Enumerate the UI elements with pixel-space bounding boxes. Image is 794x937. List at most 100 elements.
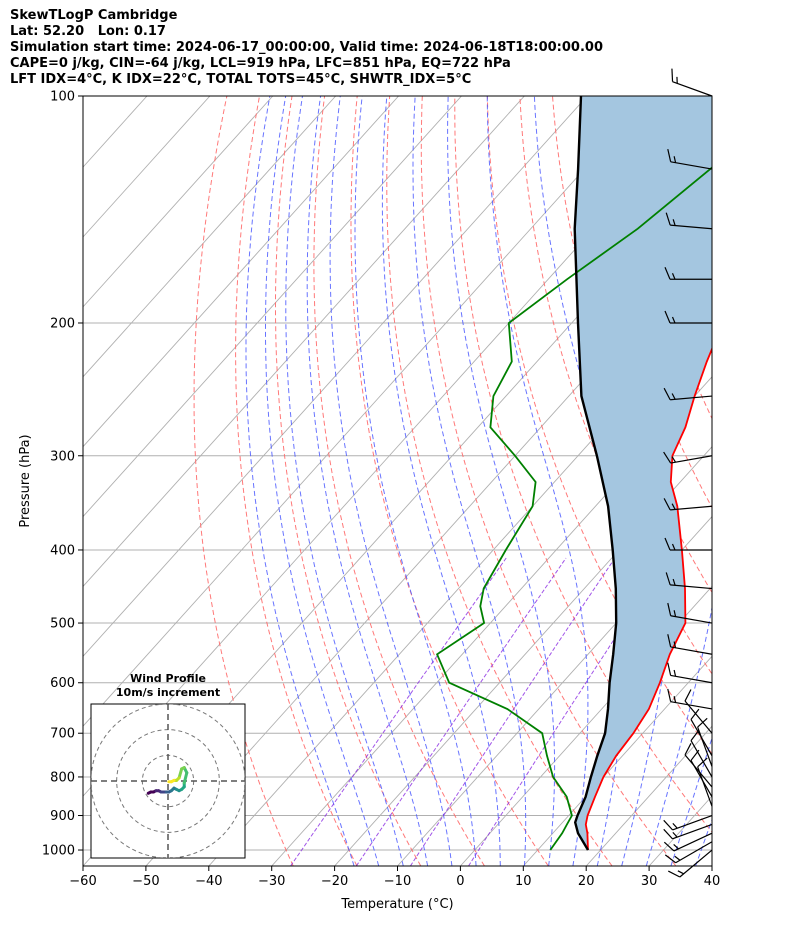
- wind-barb: [668, 849, 713, 878]
- isotherm-line: [83, 96, 462, 518]
- title-line-location: Lat: 52.20 Lon: 0.17: [10, 24, 166, 39]
- y-tick-label: 100: [50, 90, 75, 105]
- isotherm-line: [83, 96, 525, 588]
- title-line-indices: LFT IDX=4°C, K IDX=22°C, TOTAL TOTS=45°C…: [10, 72, 472, 87]
- isotherm-line: [334, 445, 712, 866]
- moist-adiabat-line: [354, 96, 477, 866]
- dewpoint-profile-line: [435, 166, 712, 851]
- x-tick-label: −30: [258, 874, 285, 889]
- wind-barb: [663, 823, 713, 840]
- wind-barb: [667, 688, 713, 710]
- wind-barb: [667, 602, 713, 624]
- dry-adiabat-line: [780, 96, 794, 866]
- y-tick-label: 600: [50, 676, 75, 691]
- moist-adiabat-line: [745, 89, 794, 866]
- isotherm-line: [83, 96, 337, 378]
- wind-barb: [667, 662, 713, 684]
- wind-barb: [664, 310, 712, 324]
- y-tick-label: 500: [50, 617, 75, 632]
- dry-adiabat-line: [486, 96, 712, 755]
- wind-barb: [664, 267, 712, 280]
- dry-adiabat-line: [313, 96, 485, 866]
- dry-adiabat-line: [350, 96, 549, 866]
- wind-barb: [671, 68, 713, 97]
- x-tick-label: −10: [384, 874, 411, 889]
- dry-adiabat-line: [235, 96, 358, 866]
- wind-barb: [663, 498, 713, 511]
- wind-barb: [663, 451, 713, 464]
- moist-adiabat-line: [245, 96, 355, 866]
- moist-adiabat-line: [720, 89, 794, 866]
- x-tick-label: −20: [321, 874, 348, 889]
- hodograph-title: Wind Profile: [130, 672, 206, 685]
- cin-shading: [574, 96, 712, 847]
- moist-adiabat-line: [285, 96, 404, 866]
- hodograph-subtitle: 10m/s increment: [116, 686, 220, 699]
- y-tick-label: 900: [50, 809, 75, 824]
- mixing-ratio-line: [355, 557, 567, 866]
- hodograph-area: [91, 704, 245, 858]
- hodograph-segment: [177, 767, 184, 780]
- mixing-ratio-line: [290, 557, 507, 866]
- x-tick-label: −40: [195, 874, 222, 889]
- y-tick-label: 400: [50, 543, 75, 558]
- mixing-ratio-line: [409, 557, 616, 866]
- y-tick-label: 200: [50, 316, 75, 331]
- dry-adiabat-line: [552, 96, 712, 594]
- x-tick-label: 10: [515, 874, 532, 889]
- x-tick-label: 0: [456, 874, 464, 889]
- wind-barb: [665, 572, 713, 590]
- moist-adiabat-line: [770, 89, 794, 866]
- y-tick-label: 700: [50, 727, 75, 742]
- x-tick-label: 40: [704, 874, 721, 889]
- moist-adiabat-line: [670, 736, 712, 866]
- parcel-profile-line: [573, 96, 618, 851]
- wind-barb: [667, 634, 713, 655]
- y-tick-label: 800: [50, 770, 75, 785]
- x-tick-label: −50: [132, 874, 159, 889]
- dry-adiabat-line: [386, 96, 613, 866]
- mixing-ratio-line: [468, 557, 668, 866]
- y-axis-label: Pressure (hPa): [18, 434, 33, 527]
- title-line-times: Simulation start time: 2024-06-17_00:00:…: [10, 40, 603, 55]
- dry-adiabat-line: [420, 96, 677, 866]
- y-tick-label: 300: [50, 449, 75, 464]
- moist-adiabat-line: [447, 96, 556, 866]
- isotherm-line: [522, 655, 712, 866]
- wind-barb: [690, 708, 713, 757]
- plot-area: [83, 89, 794, 866]
- y-tick-label: 1000: [42, 844, 75, 859]
- wind-barb: [684, 743, 713, 788]
- x-axis-label: Temperature (°C): [340, 897, 453, 912]
- isotherm-line: [83, 96, 399, 448]
- moist-adiabat-line: [306, 96, 429, 866]
- moist-adiabat-line: [381, 96, 501, 866]
- isotherm-line: [460, 585, 712, 866]
- wind-barb: [665, 212, 713, 230]
- isotherm-line: [145, 236, 712, 866]
- wind-barb: [664, 841, 713, 864]
- isotherm-line: [711, 865, 712, 866]
- x-tick-label: 30: [641, 874, 658, 889]
- isotherm-line: [83, 96, 274, 308]
- isotherm-line: [271, 376, 712, 866]
- dry-adiabat-line: [454, 96, 712, 833]
- moist-adiabat-line: [412, 96, 527, 866]
- isotherm-line: [83, 96, 651, 727]
- hodograph-segment: [182, 771, 189, 785]
- moist-adiabat-line: [265, 96, 380, 866]
- dry-adiabat-line: [715, 96, 794, 866]
- x-tick-label: −60: [69, 874, 96, 889]
- isotherm-line: [83, 96, 588, 658]
- title-line-station: SkewTLogP Cambridge: [10, 8, 178, 23]
- wind-barb: [663, 832, 713, 852]
- dry-adiabat-line: [748, 96, 794, 866]
- moist-adiabat-line: [329, 96, 453, 866]
- moist-adiabat-line: [645, 96, 712, 866]
- isotherm-line: [397, 515, 712, 866]
- wind-barb: [663, 814, 713, 831]
- temperature-profile-line: [584, 346, 712, 851]
- wind-barb: [684, 689, 713, 734]
- wind-barb: [664, 537, 712, 551]
